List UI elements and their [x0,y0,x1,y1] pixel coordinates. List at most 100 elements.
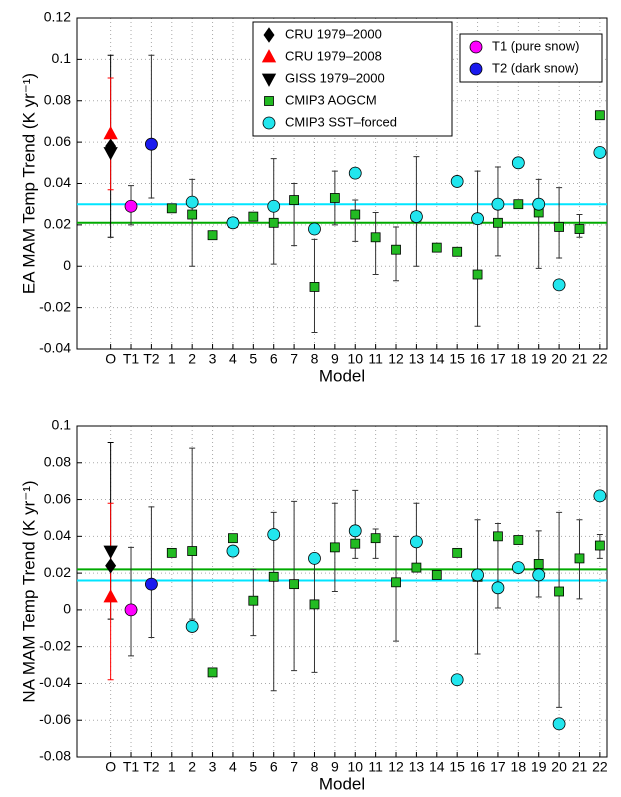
axes-frame [76,17,608,350]
legend-marker [469,40,483,54]
legend-box [459,33,603,83]
data-point [410,535,423,549]
legend-label: T1 (pure snow) [492,38,579,53]
y-tick-label: 0.04 [44,174,71,190]
data-point [268,217,279,228]
data-point [166,203,177,214]
x-tick-label: 22 [592,759,608,775]
data-point [268,571,279,582]
y-tick-label: -0.02 [39,298,71,314]
data-point [103,126,118,140]
data-point [431,570,442,580]
legend-label: CRU 1979–2000 [285,26,382,41]
x-tick-label: 15 [449,759,465,775]
x-tick-label: 11 [368,351,383,367]
data-point [513,199,524,210]
legend-marker [261,73,277,87]
error-bar [474,519,481,655]
y-tick-label: 0.08 [44,91,71,107]
x-tick-label: T2 [143,759,160,775]
x-tick-label: 9 [331,351,339,367]
error-bar [393,535,400,642]
data-point [450,673,464,687]
data-point [308,552,321,565]
x-tick-label: 4 [229,759,237,775]
data-point [593,489,607,503]
x-tick-label: 12 [388,351,404,367]
x-tick-label: 20 [551,351,567,367]
data-point [348,524,362,538]
data-point [185,195,199,209]
data-point [511,561,525,574]
y-tick-label: 0.1 [52,417,72,433]
data-point [593,146,607,159]
data-point [370,232,381,243]
x-tick-label: 2 [188,759,196,775]
x-tick-label: 19 [531,759,547,775]
y-tick-label: -0.06 [39,711,71,727]
x-tick-label: 21 [572,759,588,775]
y-axis-label: NA MAM Temp Trend (K yr⁻¹) [19,480,38,702]
legend-label: T2 (dark snow) [492,60,579,75]
x-tick-label: 5 [249,351,257,367]
x-tick-label: 20 [551,759,567,775]
error-bar [352,199,359,242]
y-tick-label: -0.04 [39,340,71,356]
data-point [472,269,483,280]
data-point [267,528,281,541]
data-point [574,224,585,234]
y-tick-label: 0 [63,601,71,617]
data-point [124,603,138,617]
data-point [350,209,361,220]
x-tick-label: 8 [311,759,319,775]
x-tick-label: T1 [123,351,140,367]
x-tick-label: 6 [270,759,278,775]
x-tick-label: 19 [531,351,547,367]
data-point [103,147,118,161]
x-tick-label: 15 [449,351,465,367]
data-point [309,599,320,610]
data-point [226,544,240,558]
data-point [554,586,564,597]
data-point [410,210,423,224]
error-bar [148,506,155,638]
data-point [574,553,585,564]
data-point [491,581,505,595]
x-tick-label: 2 [188,351,196,367]
y-tick-label: 0.06 [44,133,71,149]
x-tick-label: 14 [429,351,445,367]
x-tick-label: 9 [331,759,339,775]
x-tick-label: 18 [511,759,527,775]
legend-box [252,21,453,137]
y-tick-label: 0.1 [52,50,72,66]
data-point [452,547,463,558]
data-point [166,547,177,558]
data-point [226,216,240,230]
data-point [348,166,362,180]
x-tick-label: 10 [347,759,363,775]
data-point [533,559,544,569]
data-point [185,620,199,633]
data-point [329,193,340,203]
data-point [145,577,158,591]
axes-frame [76,425,608,758]
data-point [308,222,321,236]
x-tick-label: 16 [470,759,486,775]
y-tick-label: -0.08 [39,748,71,764]
error-bar [128,546,135,657]
x-tick-label: 14 [429,759,445,775]
x-tick-label: 13 [409,351,425,367]
error-bar [474,170,481,327]
x-tick-label: 18 [511,351,527,367]
data-point [145,137,158,151]
data-point [187,546,198,556]
data-point [554,222,564,232]
y-tick-label: 0.02 [44,216,71,232]
x-tick-label: 4 [229,351,237,367]
y-tick-label: -0.02 [39,637,71,653]
error-bar [148,54,155,199]
x-tick-label: 3 [209,351,217,367]
x-tick-label: 5 [249,759,257,775]
y-tick-label: 0.08 [44,453,71,469]
x-tick-label: 21 [572,351,588,367]
